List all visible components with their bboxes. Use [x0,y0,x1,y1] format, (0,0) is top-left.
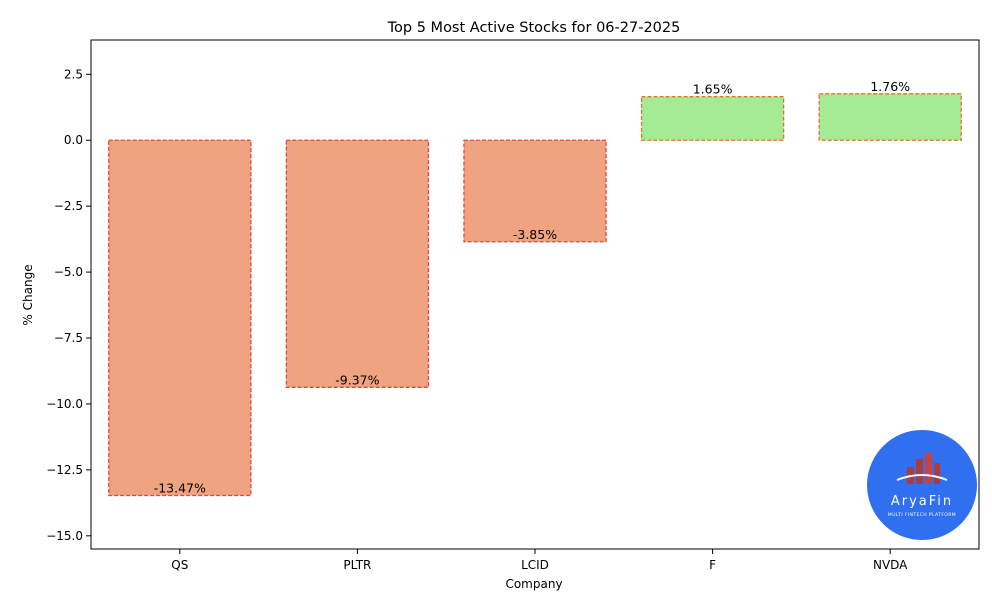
data-label-pltr: -9.37% [335,372,379,387]
logo-tagline: MULTI FINTECH PLATFORM [888,512,956,518]
y-tick-label: −7.5 [54,331,83,345]
logo-name: AryaFin [891,494,953,509]
y-axis-label: % Change [21,264,35,325]
x-tick-label: PLTR [343,558,371,572]
y-axis: 2.5 0.0 −2.5 −5.0 −7.5 −10.0 −12.5 −15.0 [46,67,91,543]
y-tick-label: 2.5 [64,67,83,81]
bar-f [640,96,785,141]
logo-bars-icon [896,453,948,484]
bar-pltr [285,139,430,388]
bar-qs [108,139,252,497]
aryafin-logo: AryaFin MULTI FINTECH PLATFORM [867,430,977,540]
data-labels: -13.47% -9.37% -3.85% 1.65% 1.76% [154,79,910,496]
logo-circle [867,430,977,540]
y-tick-label: −10.0 [46,397,83,411]
x-axis: QS PLTR LCID F NVDA [171,549,908,572]
bars [108,93,962,497]
y-tick-label: −15.0 [46,529,83,543]
chart-title: Top 5 Most Active Stocks for 06-27-2025 [387,20,681,36]
data-label-lcid: -3.85% [513,227,557,242]
x-tick-label: LCID [521,558,549,572]
y-tick-label: −5.0 [54,265,83,279]
y-tick-label: −2.5 [54,199,83,213]
y-tick-label: −12.5 [46,463,83,477]
bar-nvda [818,93,962,141]
y-tick-label: 0.0 [64,133,83,147]
x-tick-label: QS [171,558,188,572]
data-label-nvda: 1.76% [870,79,910,94]
data-label-qs: -13.47% [154,480,206,495]
x-axis-label: Company [505,577,562,591]
data-label-f: 1.65% [693,82,733,97]
bar-lcid [463,139,607,243]
x-tick-label: NVDA [873,558,908,572]
x-tick-label: F [709,558,716,572]
